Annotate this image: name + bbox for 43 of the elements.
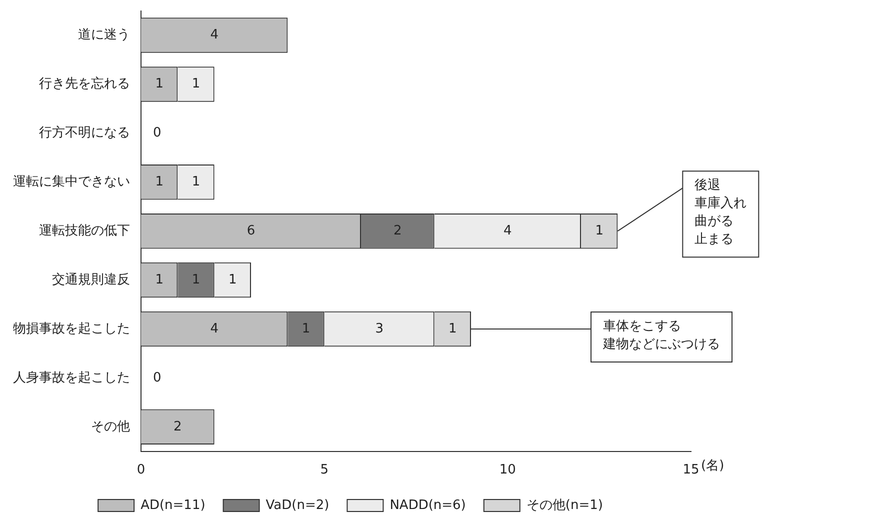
annotation: 後退 [694, 178, 721, 193]
y-tick-label: 運転に集中できない [13, 174, 130, 190]
legend-label: NADD(n=6) [390, 498, 466, 513]
legend-label: その他(n=1) [526, 498, 603, 513]
x-axis-title: (名) [701, 458, 724, 474]
data-label: 4 [210, 28, 218, 43]
text: 曲がる [694, 214, 734, 229]
x-tick-label: 10 [499, 462, 516, 478]
y-tick-label: 行方不明になる [39, 124, 130, 141]
data-label: 4 [210, 321, 218, 336]
text: 止まる [694, 232, 734, 247]
data-label: 3 [375, 321, 384, 336]
x-tick-label: 0 [136, 462, 146, 478]
y-tick-label: 道に迷う [78, 28, 130, 43]
data-label: 1 [302, 321, 310, 336]
data-label: 1 [192, 174, 200, 190]
x-tick-label: 15 [682, 462, 700, 478]
text: 車庫入れ [694, 194, 747, 211]
data-label: 4 [504, 223, 512, 238]
legend-label: VaD(n=2) [266, 498, 330, 513]
data-label: 2 [174, 419, 182, 434]
annotation: 車体をこする [603, 318, 681, 334]
y-tick-label: 人身事故を起こした [13, 370, 130, 386]
data-label: 1 [448, 321, 457, 336]
data-label: 1 [595, 223, 604, 238]
y-tick-label: 運転技能の低下 [39, 223, 130, 238]
legend-label: AD(n=11) [140, 498, 206, 513]
y-tick-label: 行き先を忘れる [39, 76, 130, 92]
data-label: 6 [246, 223, 256, 238]
y-tick-label: 交通規則違反 [52, 271, 130, 288]
data-label: 2 [394, 223, 402, 238]
data-label: 0 [153, 126, 162, 141]
y-tick-label: その他 [91, 419, 130, 434]
data-label: 1 [155, 174, 164, 190]
data-label: 1 [155, 76, 164, 92]
x-tick-label: 5 [320, 462, 328, 478]
data-label: 1 [155, 272, 164, 288]
data-label: 1 [192, 272, 200, 288]
annotation: 建物などにぶつける [602, 336, 720, 352]
y-tick-label: 物損事故を起こした [13, 321, 130, 336]
data-label: 0 [153, 370, 162, 386]
data-label: 1 [228, 272, 237, 288]
data-label: 1 [192, 76, 200, 92]
